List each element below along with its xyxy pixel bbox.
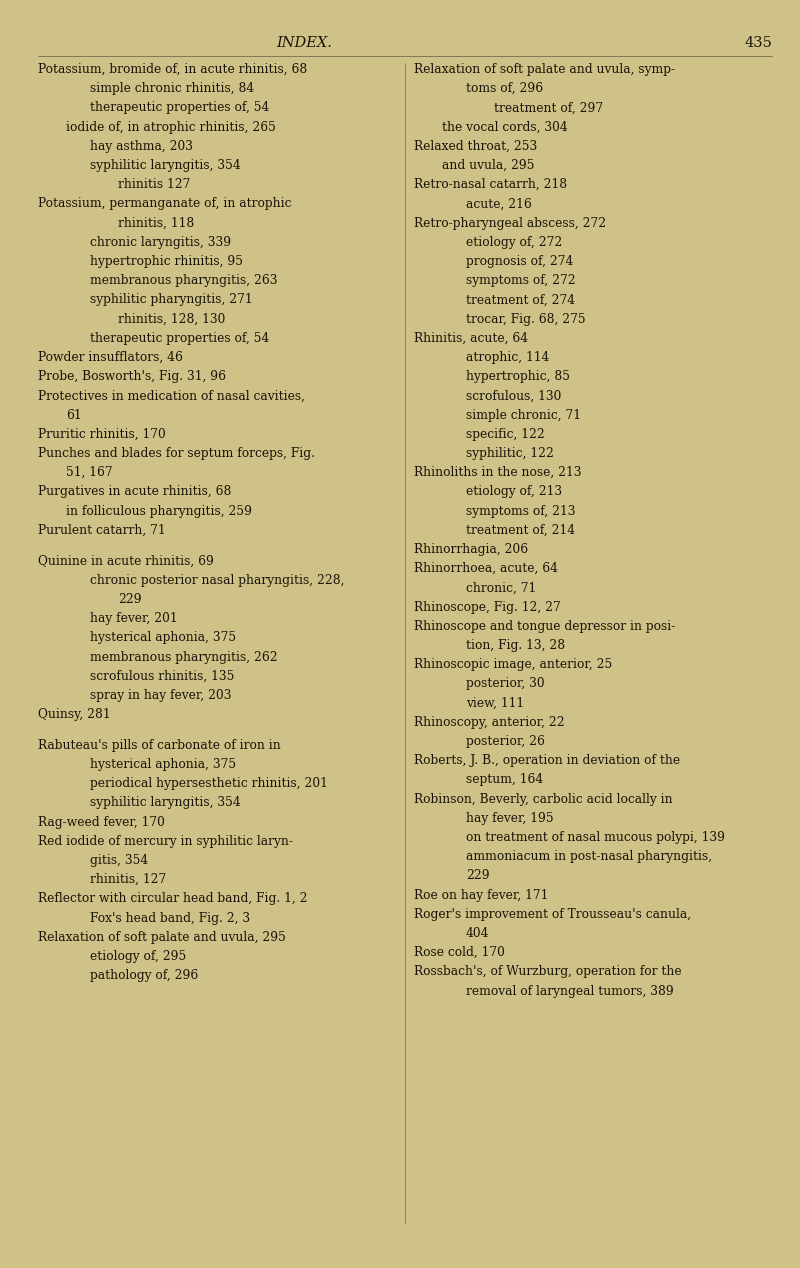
Text: Relaxation of soft palate and uvula, 295: Relaxation of soft palate and uvula, 295 [38,931,286,943]
Text: hypertrophic, 85: hypertrophic, 85 [466,370,570,383]
Text: 229: 229 [466,870,490,883]
Text: Fox's head band, Fig. 2, 3: Fox's head band, Fig. 2, 3 [90,912,250,924]
Text: specific, 122: specific, 122 [466,427,545,441]
Text: Powder insufflators, 46: Powder insufflators, 46 [38,351,183,364]
Text: Roger's improvement of Trousseau's canula,: Roger's improvement of Trousseau's canul… [414,908,691,921]
Text: ammoniacum in post-nasal pharyngitis,: ammoniacum in post-nasal pharyngitis, [466,851,712,864]
Text: symptoms of, 272: symptoms of, 272 [466,274,576,287]
Text: Rag-weed fever, 170: Rag-weed fever, 170 [38,815,165,829]
Text: Rossbach's, of Wurzburg, operation for the: Rossbach's, of Wurzburg, operation for t… [414,965,682,979]
Text: 61: 61 [66,408,82,421]
Text: rhinitis, 128, 130: rhinitis, 128, 130 [118,313,226,326]
Text: Relaxation of soft palate and uvula, symp-: Relaxation of soft palate and uvula, sym… [414,63,675,76]
Text: membranous pharyngitis, 263: membranous pharyngitis, 263 [90,274,278,287]
Text: gitis, 354: gitis, 354 [90,855,148,867]
Text: simple chronic, 71: simple chronic, 71 [466,408,581,421]
Text: Protectives in medication of nasal cavities,: Protectives in medication of nasal cavit… [38,389,305,402]
Text: chronic, 71: chronic, 71 [466,582,536,595]
Text: Rhinoscopy, anterior, 22: Rhinoscopy, anterior, 22 [414,716,565,729]
Text: 229: 229 [118,593,142,606]
Text: treatment of, 214: treatment of, 214 [466,524,575,536]
Text: and uvula, 295: and uvula, 295 [442,158,534,172]
Text: rhinitis, 118: rhinitis, 118 [118,217,194,230]
Text: Reflector with circular head band, Fig. 1, 2: Reflector with circular head band, Fig. … [38,893,307,905]
Text: hysterical aphonia, 375: hysterical aphonia, 375 [90,758,236,771]
Text: Purgatives in acute rhinitis, 68: Purgatives in acute rhinitis, 68 [38,486,231,498]
Text: syphilitic pharyngitis, 271: syphilitic pharyngitis, 271 [90,293,253,307]
Text: pathology of, 296: pathology of, 296 [90,969,198,983]
Text: Rhinoscopic image, anterior, 25: Rhinoscopic image, anterior, 25 [414,658,612,671]
Text: Roberts, J. B., operation in deviation of the: Roberts, J. B., operation in deviation o… [414,754,680,767]
Text: treatment of, 274: treatment of, 274 [466,293,575,307]
Text: therapeutic properties of, 54: therapeutic properties of, 54 [90,101,270,114]
Text: Punches and blades for septum forceps, Fig.: Punches and blades for septum forceps, F… [38,448,315,460]
Text: scrofulous, 130: scrofulous, 130 [466,389,562,402]
Text: simple chronic rhinitis, 84: simple chronic rhinitis, 84 [90,82,254,95]
Text: Rhinitis, acute, 64: Rhinitis, acute, 64 [414,332,528,345]
Text: Rhinoscope and tongue depressor in posi-: Rhinoscope and tongue depressor in posi- [414,620,675,633]
Text: posterior, 30: posterior, 30 [466,677,545,690]
Text: Relaxed throat, 253: Relaxed throat, 253 [414,139,538,153]
Text: syphilitic laryngitis, 354: syphilitic laryngitis, 354 [90,158,241,172]
Text: Purulent catarrh, 71: Purulent catarrh, 71 [38,524,166,536]
Text: INDEX.: INDEX. [276,36,332,49]
Text: trocar, Fig. 68, 275: trocar, Fig. 68, 275 [466,313,586,326]
Text: Quinine in acute rhinitis, 69: Quinine in acute rhinitis, 69 [38,554,214,568]
Text: Rhinoscope, Fig. 12, 27: Rhinoscope, Fig. 12, 27 [414,601,561,614]
Text: Rose cold, 170: Rose cold, 170 [414,946,505,959]
Text: 435: 435 [744,36,772,49]
Text: hypertrophic rhinitis, 95: hypertrophic rhinitis, 95 [90,255,243,268]
Text: Potassium, bromide of, in acute rhinitis, 68: Potassium, bromide of, in acute rhinitis… [38,63,307,76]
Text: removal of laryngeal tumors, 389: removal of laryngeal tumors, 389 [466,984,674,998]
Text: toms of, 296: toms of, 296 [466,82,543,95]
Text: spray in hay fever, 203: spray in hay fever, 203 [90,689,231,702]
Text: posterior, 26: posterior, 26 [466,735,545,748]
Text: the vocal cords, 304: the vocal cords, 304 [442,120,568,133]
Text: etiology of, 213: etiology of, 213 [466,486,562,498]
Text: Roe on hay fever, 171: Roe on hay fever, 171 [414,889,548,902]
Text: therapeutic properties of, 54: therapeutic properties of, 54 [90,332,270,345]
Text: treatment of, 297: treatment of, 297 [494,101,603,114]
Text: Potassium, permanganate of, in atrophic: Potassium, permanganate of, in atrophic [38,198,291,210]
Text: etiology of, 272: etiology of, 272 [466,236,562,249]
Text: Pruritic rhinitis, 170: Pruritic rhinitis, 170 [38,427,166,441]
Text: iodide of, in atrophic rhinitis, 265: iodide of, in atrophic rhinitis, 265 [66,120,276,133]
Text: Probe, Bosworth's, Fig. 31, 96: Probe, Bosworth's, Fig. 31, 96 [38,370,226,383]
Text: chronic posterior nasal pharyngitis, 228,: chronic posterior nasal pharyngitis, 228… [90,573,345,587]
Text: septum, 164: septum, 164 [466,773,543,786]
Text: 404: 404 [466,927,490,940]
Text: periodical hypersesthetic rhinitis, 201: periodical hypersesthetic rhinitis, 201 [90,777,328,790]
Text: Quinsy, 281: Quinsy, 281 [38,708,110,721]
Text: view, 111: view, 111 [466,696,524,710]
Text: Retro-nasal catarrh, 218: Retro-nasal catarrh, 218 [414,179,567,191]
Text: atrophic, 114: atrophic, 114 [466,351,550,364]
Text: Rhinoliths in the nose, 213: Rhinoliths in the nose, 213 [414,467,582,479]
Text: hay asthma, 203: hay asthma, 203 [90,139,193,153]
Text: hay fever, 201: hay fever, 201 [90,612,178,625]
Text: Rhinorrhoea, acute, 64: Rhinorrhoea, acute, 64 [414,562,558,576]
Text: syphilitic, 122: syphilitic, 122 [466,448,554,460]
Text: Robinson, Beverly, carbolic acid locally in: Robinson, Beverly, carbolic acid locally… [414,792,673,805]
Text: scrofulous rhinitis, 135: scrofulous rhinitis, 135 [90,670,234,682]
Text: hay fever, 195: hay fever, 195 [466,812,554,824]
Text: etiology of, 295: etiology of, 295 [90,950,186,962]
Text: syphilitic laryngitis, 354: syphilitic laryngitis, 354 [90,796,241,809]
Text: chronic laryngitis, 339: chronic laryngitis, 339 [90,236,231,249]
Text: on treatment of nasal mucous polypi, 139: on treatment of nasal mucous polypi, 139 [466,831,725,844]
Text: symptoms of, 213: symptoms of, 213 [466,505,575,517]
Text: rhinitis 127: rhinitis 127 [118,179,190,191]
Text: Rhinorrhagia, 206: Rhinorrhagia, 206 [414,543,528,555]
Text: Rabuteau's pills of carbonate of iron in: Rabuteau's pills of carbonate of iron in [38,739,281,752]
Text: Retro-pharyngeal abscess, 272: Retro-pharyngeal abscess, 272 [414,217,606,230]
Text: acute, 216: acute, 216 [466,198,532,210]
Text: Red iodide of mercury in syphilitic laryn-: Red iodide of mercury in syphilitic lary… [38,834,293,848]
Text: hysterical aphonia, 375: hysterical aphonia, 375 [90,631,236,644]
Text: rhinitis, 127: rhinitis, 127 [90,874,166,886]
Text: prognosis of, 274: prognosis of, 274 [466,255,574,268]
Text: tion, Fig. 13, 28: tion, Fig. 13, 28 [466,639,565,652]
Text: 51, 167: 51, 167 [66,467,113,479]
Text: in folliculous pharyngitis, 259: in folliculous pharyngitis, 259 [66,505,252,517]
Text: membranous pharyngitis, 262: membranous pharyngitis, 262 [90,650,278,663]
